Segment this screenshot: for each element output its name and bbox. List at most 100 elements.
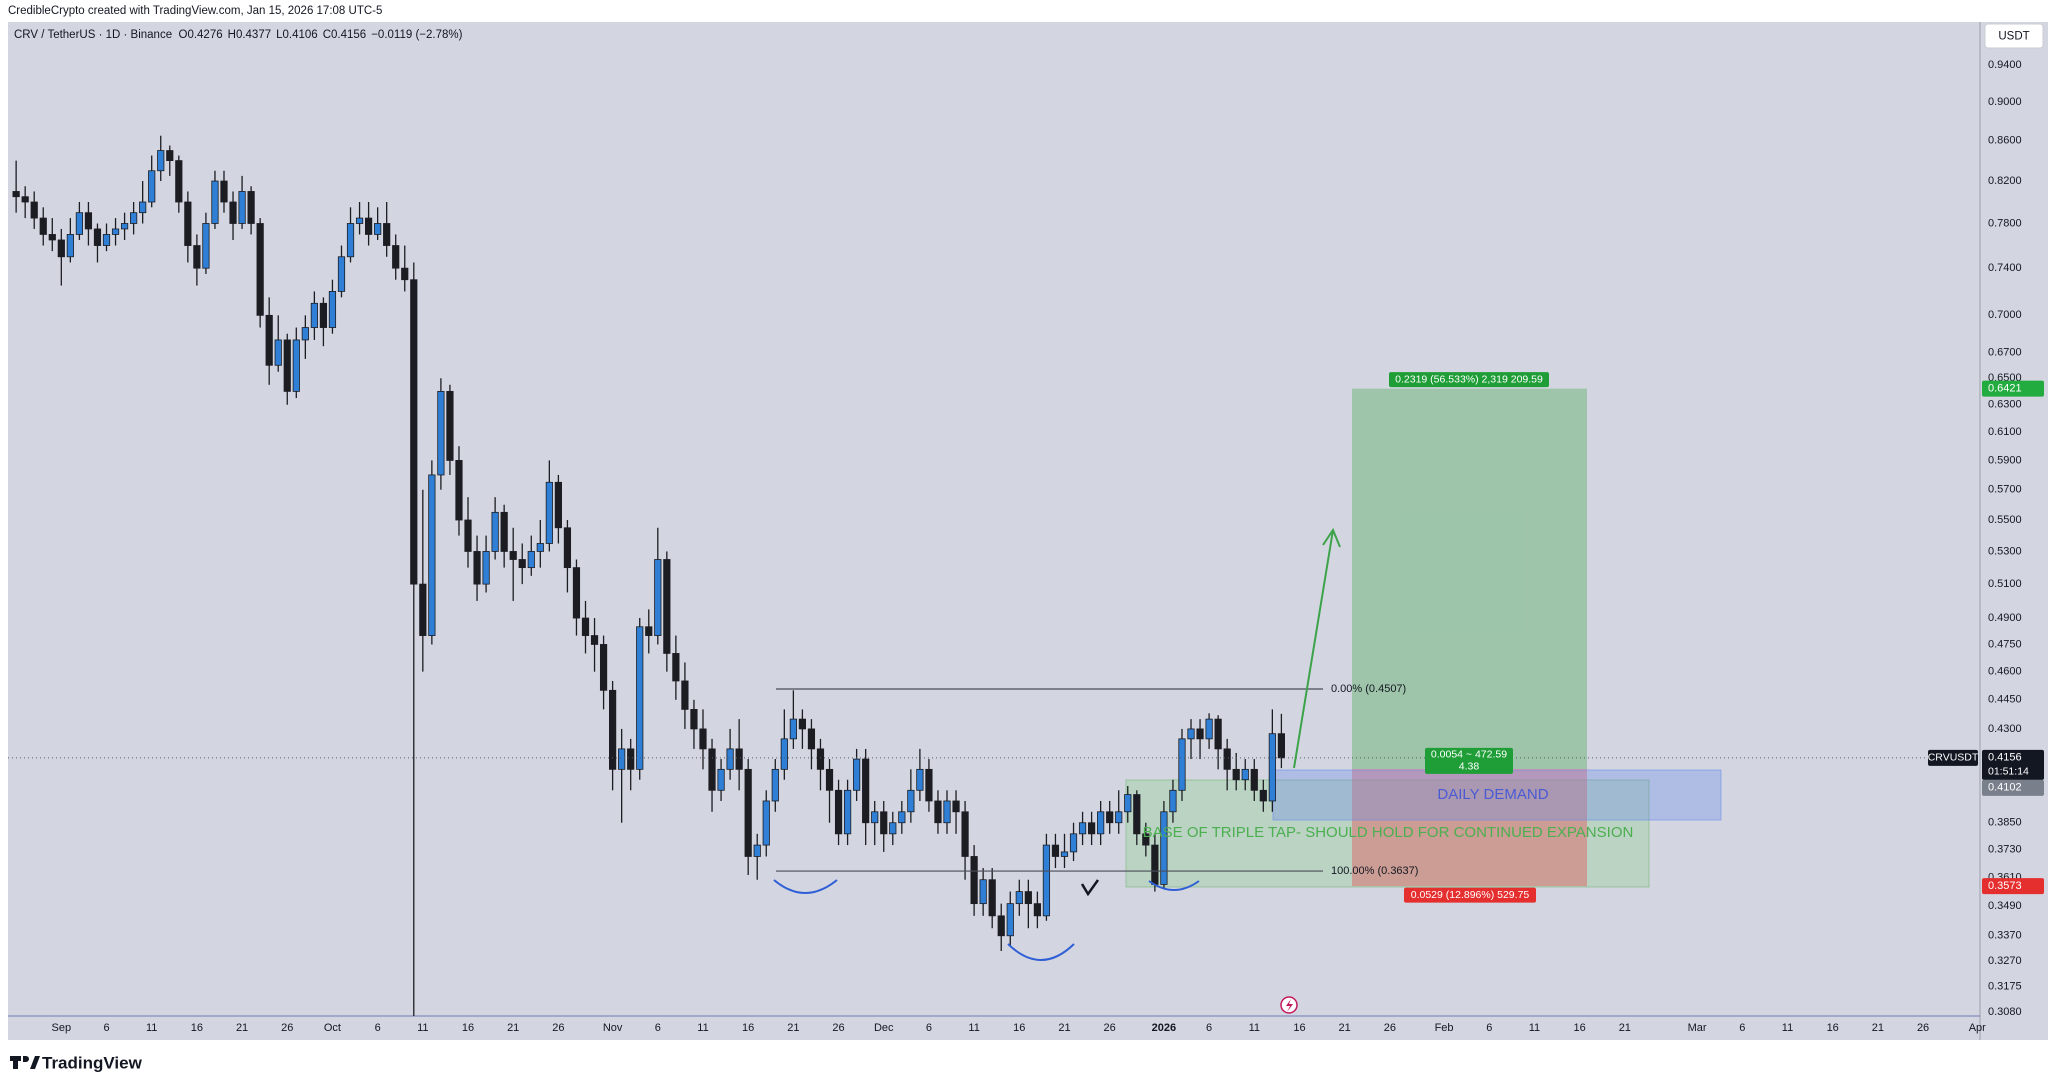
candle-body [1069,833,1078,853]
candle-body [202,223,210,269]
candle-body [952,800,960,813]
candle-body [618,748,626,770]
event-icon [1280,996,1298,1014]
candle-body [30,201,38,219]
candle-body [572,567,581,619]
candle-body [1151,844,1159,885]
arrow-shaft [1293,529,1334,769]
candle-body [383,223,391,246]
y-tick-label: 0.5900 [1988,454,2022,466]
x-tick-label: 21 [787,1022,799,1034]
candle-body [907,789,915,813]
x-tick-label: 16 [462,1022,474,1034]
candle-body [184,201,192,246]
candle-body [274,339,282,366]
y-tick-label: 0.5500 [1988,514,2022,526]
arc [1148,880,1200,891]
x-tick-label: 21 [507,1022,519,1034]
legend-value: 0.4276 [187,29,223,41]
candle-body [265,314,273,366]
stop-label: 0.0529 (12.896%) 529.75 [1411,889,1530,901]
x-tick-label: 11 [697,1022,708,1034]
candle-body [1250,768,1258,791]
x-tick-label: 6 [926,1022,932,1034]
candle-body [708,748,716,791]
candle-body [102,234,111,246]
candle-body [816,748,825,770]
candle-body [1196,728,1204,740]
candle-body [636,626,644,770]
candle-body [1169,789,1177,813]
x-tick-label: 26 [281,1022,293,1034]
x-tick-label: 2026 [1152,1022,1176,1034]
candle-body [1142,833,1150,846]
currency-box[interactable] [1984,23,2044,49]
y-tick-label: 0.7000 [1988,309,2022,321]
candle-body [48,234,56,241]
candle-body [220,180,228,203]
x-tick-label: 26 [1917,1022,1929,1034]
demand-zone [1272,769,1722,821]
x-tick-label: 21 [1058,1022,1070,1034]
legend-key: O [178,29,188,41]
candle-body [374,223,382,235]
candle-body [880,811,888,835]
x-tick-label: Apr [1969,1022,1986,1034]
candle-body [916,768,924,791]
x-tick-label: 6 [375,1022,381,1034]
candle-body [780,738,788,770]
y-tick-label: 0.8600 [1988,135,2022,147]
stop-label-box [1404,887,1536,903]
candle-body [355,217,364,224]
legend-change: −0.0119 (−2.78%) [371,29,463,41]
candle-body [346,223,355,258]
y-tick-label: 0.7800 [1988,217,2022,229]
level-label: 0.00% (0.4507) [1331,683,1406,695]
candle-body [446,390,454,461]
candle-body [1097,811,1105,835]
currency-label[interactable]: USDT [1998,31,2029,43]
candle-body [871,811,879,824]
candle-body [744,768,752,857]
candle-body [139,201,147,214]
currency-button[interactable]: USDT [1984,23,2044,49]
candle-body [726,748,734,770]
candle-body [319,302,328,328]
candle-body [57,239,65,258]
candle-body [789,718,797,740]
candle-body [364,217,373,235]
legend-value: 0.4106 [282,29,318,41]
y-tick-label: 0.4600 [1988,666,2022,678]
stop-price-badge-box [1982,878,2044,895]
symbol-legend: CRV / TetherUS · 1D · Binance O0.4276 H0.… [14,29,462,41]
candle-body [148,170,156,203]
entry-price-badge-box [1982,779,2044,796]
candle-body [1088,822,1096,835]
zone-label: DAILY DEMAND [1437,786,1548,803]
x-tick-label: 21 [1339,1022,1351,1034]
candle-body [762,800,770,846]
legend-key: C [322,29,332,41]
candle-body [654,559,662,636]
candle-body [1042,844,1051,917]
x-tick-label: 16 [1013,1022,1025,1034]
candle-body [1024,891,1032,905]
target-label-box [1389,372,1549,388]
y-tick-label: 0.4450 [1988,694,2022,706]
y-tick-label: 0.3175 [1988,980,2022,992]
candle-body [536,543,544,552]
y-tick-label: 0.5100 [1988,578,2022,590]
candle-body [590,635,599,645]
credit-line: CredibleCrypto created with TradingView.… [8,5,383,17]
candle-body [509,551,517,560]
projection-arrow [1293,527,1341,769]
candle-body [401,267,409,281]
icon-bolt [1286,999,1293,1012]
candle-body [1223,748,1231,770]
candle-body [1060,851,1069,857]
legend-value: 0.4156 [331,29,367,41]
candle-body [175,160,183,203]
candle-body [979,879,987,905]
candle-body [39,217,47,235]
